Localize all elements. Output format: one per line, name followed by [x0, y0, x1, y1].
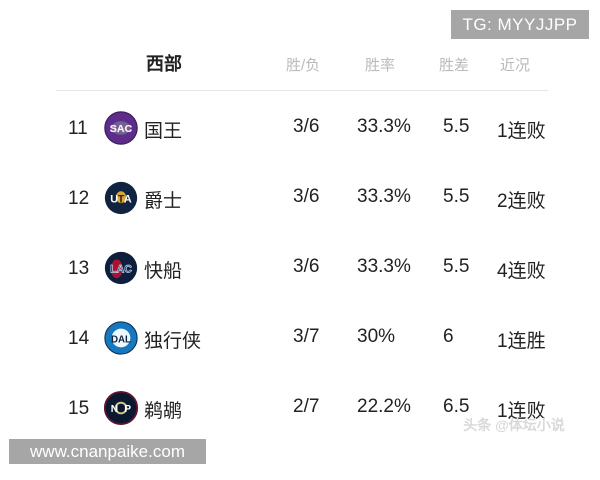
- svg-text:LAC: LAC: [110, 264, 132, 276]
- svg-text:SAC: SAC: [110, 123, 133, 135]
- svg-text:P: P: [124, 404, 131, 415]
- svg-text:DAL: DAL: [111, 334, 131, 345]
- svg-text:A: A: [124, 194, 132, 206]
- svg-text:N: N: [111, 404, 118, 415]
